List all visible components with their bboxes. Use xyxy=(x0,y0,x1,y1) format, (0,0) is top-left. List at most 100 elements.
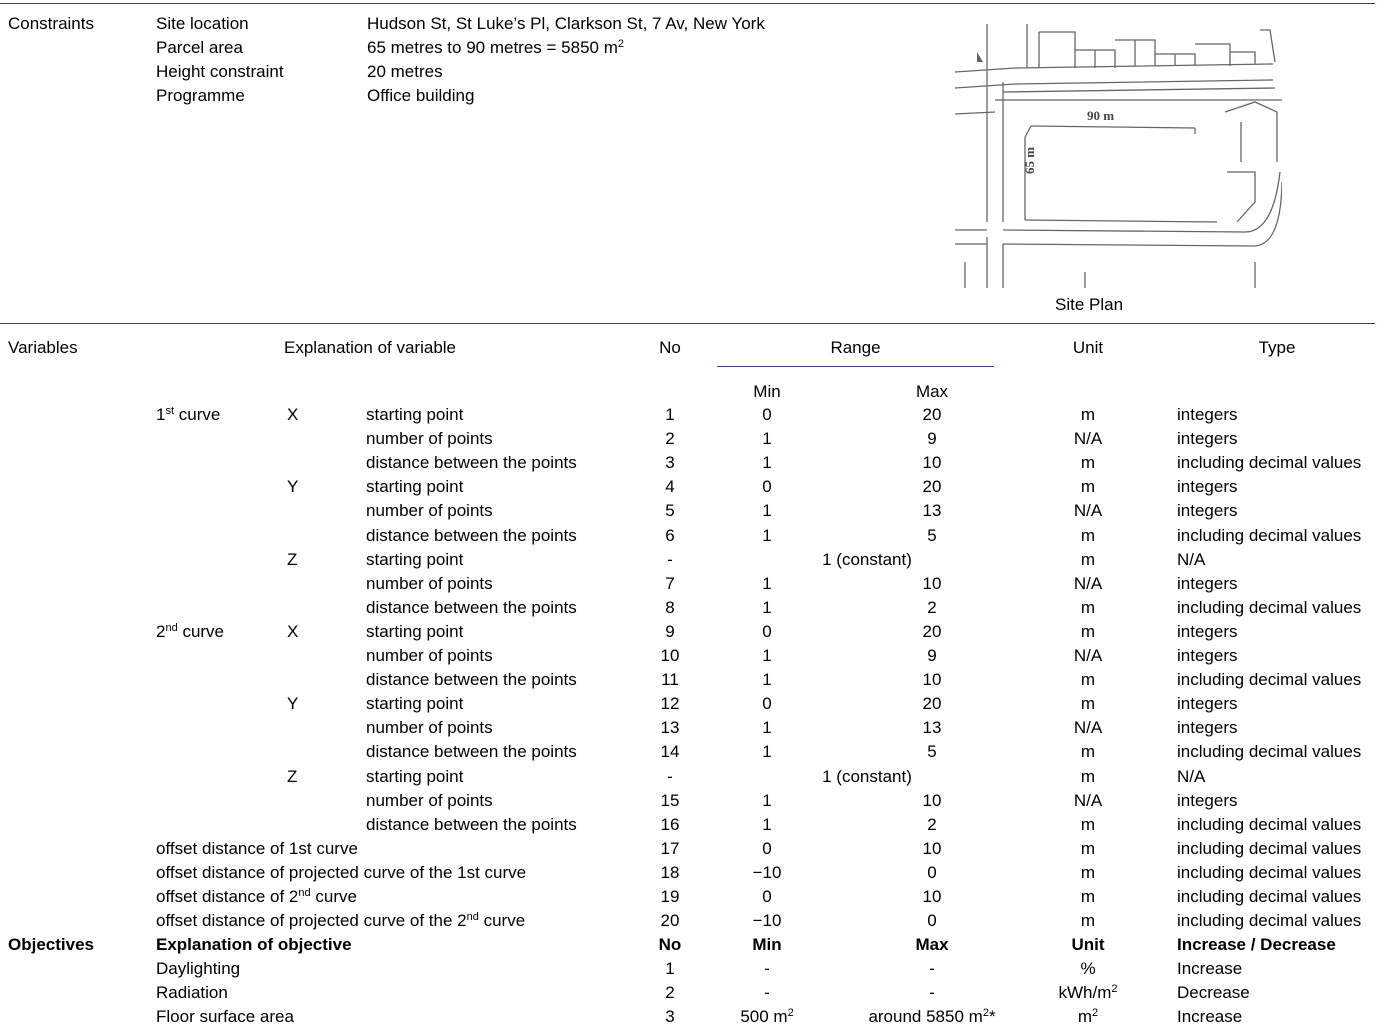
variable-type: integers xyxy=(1177,429,1238,448)
variables-no-header: No xyxy=(659,338,681,357)
variable-min: 1 xyxy=(762,429,772,448)
variable-max: 5 xyxy=(927,526,937,545)
variables-explanation-header: Explanation of variable xyxy=(284,338,457,357)
curve-label: 1st curve xyxy=(156,405,221,424)
variable-no: 13 xyxy=(660,718,680,737)
variable-max: 20 xyxy=(922,405,942,424)
offset-type: including decimal values xyxy=(1177,887,1362,906)
offset-description: offset distance of 2nd curve xyxy=(156,887,357,906)
variable-unit: m xyxy=(1080,526,1096,545)
objective-no: 3 xyxy=(665,1007,675,1026)
variable-min: 1 xyxy=(762,718,772,737)
offset-description: offset distance of projected curve of th… xyxy=(156,863,527,882)
offset-min: −10 xyxy=(752,863,782,882)
variable-description: number of points xyxy=(366,791,493,810)
objective-type-header: Increase / Decrease xyxy=(1177,935,1336,954)
variable-description: distance between the points xyxy=(366,598,577,617)
axis-label: X xyxy=(287,405,299,424)
objective-description: Radiation xyxy=(156,983,228,1002)
offset-type: including decimal values xyxy=(1177,911,1362,930)
variable-max: 20 xyxy=(922,622,942,641)
variable-no: 1 xyxy=(665,405,675,424)
axis-label: Y xyxy=(287,694,299,713)
variable-min: 1 xyxy=(762,526,772,545)
objectives-heading: Objectives xyxy=(8,935,94,954)
variable-description: starting point xyxy=(366,550,464,569)
objective-min: - xyxy=(764,959,770,978)
variable-max: 13 xyxy=(922,501,942,520)
variable-min: 1 xyxy=(762,670,772,689)
top-rule xyxy=(0,3,1375,4)
variables-type-header: Type xyxy=(1258,338,1296,357)
variable-max: 13 xyxy=(922,718,942,737)
objective-min-header: Min xyxy=(752,935,782,954)
variable-min: 1 xyxy=(762,598,772,617)
variable-constant: 1 (constant) xyxy=(822,767,912,786)
variable-type: integers xyxy=(1177,791,1238,810)
objective-max: - xyxy=(929,959,935,978)
variables-rule xyxy=(0,323,1375,324)
variable-type: integers xyxy=(1177,405,1238,424)
variable-max: 5 xyxy=(927,742,937,761)
objective-type: Decrease xyxy=(1177,983,1250,1002)
variable-max: 10 xyxy=(922,574,942,593)
variable-min: 1 xyxy=(762,791,772,810)
variable-description: starting point xyxy=(366,405,464,424)
variables-unit-header: Unit xyxy=(1072,338,1104,357)
constraint-label: Parcel area xyxy=(156,38,243,57)
variable-no: 16 xyxy=(660,815,680,834)
variable-no: 9 xyxy=(665,622,675,641)
axis-label: Z xyxy=(287,767,298,786)
offset-max: 0 xyxy=(927,863,937,882)
variable-description: number of points xyxy=(366,501,493,520)
objective-type: Increase xyxy=(1177,1007,1243,1026)
variable-description: number of points xyxy=(366,429,493,448)
constraint-value: 65 metres to 90 metres = 5850 m2 xyxy=(367,38,624,57)
offset-no: 20 xyxy=(660,911,680,930)
variable-type: integers xyxy=(1177,501,1238,520)
site-plan-drawing: 90 m 65 m xyxy=(955,24,1282,288)
range-header: Range xyxy=(830,338,881,357)
variable-unit: m xyxy=(1080,815,1096,834)
variable-type: including decimal values xyxy=(1177,742,1362,761)
objective-description: Floor surface area xyxy=(156,1007,294,1026)
variable-unit: m xyxy=(1080,742,1096,761)
variable-type: including decimal values xyxy=(1177,670,1362,689)
offset-type: including decimal values xyxy=(1177,863,1362,882)
site-plan-caption: Site Plan xyxy=(1055,295,1124,314)
variable-description: starting point xyxy=(366,767,464,786)
objective-unit-header: Unit xyxy=(1071,935,1105,954)
variable-type: including decimal values xyxy=(1177,526,1362,545)
variable-description: starting point xyxy=(366,622,464,641)
variable-constant: 1 (constant) xyxy=(822,550,912,569)
offset-no: 19 xyxy=(660,887,680,906)
variable-description: distance between the points xyxy=(366,453,577,472)
variable-type: including decimal values xyxy=(1177,598,1362,617)
variable-max: 2 xyxy=(927,815,937,834)
variable-min: 0 xyxy=(762,694,772,713)
variable-type: integers xyxy=(1177,574,1238,593)
variable-unit: N/A xyxy=(1073,501,1103,520)
variable-unit: m xyxy=(1080,598,1096,617)
variable-type: integers xyxy=(1177,646,1238,665)
variable-min: 0 xyxy=(762,622,772,641)
variable-description: number of points xyxy=(366,646,493,665)
constraint-label: Programme xyxy=(156,86,245,105)
variable-unit: m xyxy=(1080,622,1096,641)
objective-unit: m2 xyxy=(1077,1007,1099,1026)
objective-explanation-header: Explanation of objective xyxy=(156,935,352,954)
curve-label: 2nd curve xyxy=(156,622,225,641)
offset-unit: m xyxy=(1080,887,1096,906)
objective-min: 500 m2 xyxy=(740,1007,794,1026)
variable-unit: N/A xyxy=(1073,429,1103,448)
variable-type: including decimal values xyxy=(1177,453,1362,472)
variable-type: including decimal values xyxy=(1177,815,1362,834)
objective-max: around 5850 m2* xyxy=(868,1007,996,1026)
variable-no: 15 xyxy=(660,791,680,810)
variable-type: N/A xyxy=(1177,550,1206,569)
variable-unit: m xyxy=(1080,694,1096,713)
variable-max: 2 xyxy=(927,598,937,617)
offset-description: offset distance of 1st curve xyxy=(156,839,358,858)
variable-no: 12 xyxy=(660,694,680,713)
constraint-value: Office building xyxy=(367,86,475,105)
